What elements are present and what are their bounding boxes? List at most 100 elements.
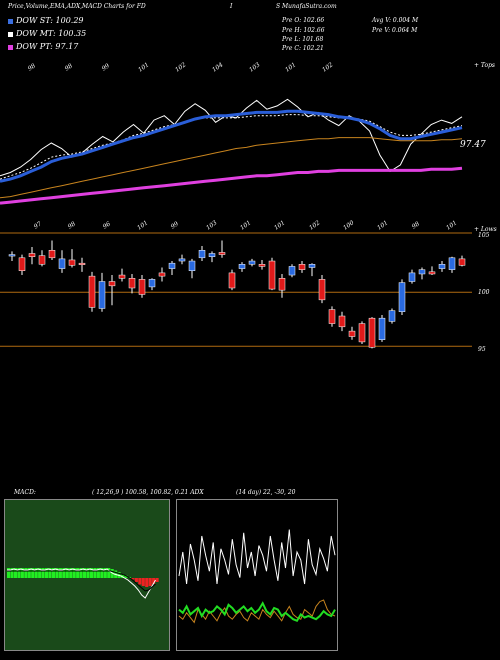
candle-body-33 [338,315,346,328]
legend-dow-pt-label: DOW PT: 97.17 [16,42,79,51]
candle-body-36 [368,317,376,348]
stat-avg-volume: Avg V: 0.004 M [372,17,419,24]
macd-bar-13 [51,568,56,578]
legend-swatch-st [8,18,13,24]
candle-body-25 [258,264,266,267]
candle-body-5 [58,258,66,269]
ema-last-value: 97.47 [460,140,486,150]
candle-body-37 [378,317,386,340]
candle-body-21 [218,252,226,255]
legend-dow-mt: DOW MT: 100.35 [8,29,86,38]
macd-bar-4 [20,568,24,578]
macd-bar-23 [86,568,90,578]
macd-bar-3 [17,568,21,578]
macd-bar-42 [152,578,156,584]
candle-body-0 [8,254,16,257]
macd-bar-43 [155,578,159,582]
candle-body-15 [158,272,166,277]
chart-header-separator: I [230,3,233,10]
candle-body-18 [188,260,196,271]
candle-ylabel-100: 100 [478,289,490,296]
legend-swatch-pt [8,44,13,50]
adx-series-line-2 [178,601,336,623]
candle-body-6 [68,259,76,266]
candle-body-29 [298,264,306,270]
macd-bar-20 [76,568,80,578]
stat-open: Pre O: 102.66 [282,17,325,24]
macd-bar-18 [69,568,73,578]
candle-body-20 [208,253,216,257]
candle-body-38 [388,310,396,322]
macd-bar-38 [138,578,142,585]
candle-body-28 [288,266,296,276]
macd-bar-5 [24,568,28,578]
macd-bar-15 [58,568,62,578]
candle-body-4 [48,250,56,259]
candle-body-44 [448,257,456,270]
ema-lows-label: + Lows [474,226,497,233]
candle-body-39 [398,282,406,312]
macd-params: ( 12,26,9 ) 100.58, 100.82, 0.21 ADX [92,489,204,496]
candle-body-42 [428,271,436,275]
candle-body-41 [418,269,426,275]
macd-bar-28 [103,568,107,578]
candle-body-32 [328,309,336,324]
macd-bar-25 [93,568,97,578]
macd-bar-2 [13,568,18,578]
candle-body-17 [178,258,186,262]
candle-body-43 [438,264,446,269]
candle-body-40 [408,272,416,282]
macd-bar-0 [7,568,11,578]
macd-bar-27 [100,568,104,578]
candle-body-16 [168,262,176,269]
macd-bar-9 [38,568,42,578]
macd-bar-14 [55,568,59,578]
stat-low: Pre L: 101.68 [282,36,324,43]
ema-series-line-2 [0,109,463,183]
macd-bar-12 [48,568,52,578]
candle-body-12 [128,278,136,289]
macd-bar-24 [89,568,94,578]
adx-panel [176,499,338,651]
macd-bar-26 [96,568,100,578]
macd-bar-16 [62,568,66,578]
candle-body-22 [228,272,236,289]
macd-line-1 [7,570,156,592]
macd-bar-30 [110,569,114,578]
legend-dow-mt-label: DOW MT: 100.35 [16,29,87,38]
macd-chart [7,568,159,599]
macd-line-0 [7,568,156,599]
chart-header-title: Price,Volume,EMA,ADX,MACD Charts for FD [8,3,146,10]
chart-header-site: S MunafaSutra.com [276,3,337,10]
macd-bar-11 [45,568,49,578]
candle-body-34 [348,330,356,337]
macd-bar-10 [41,568,45,578]
price-ema-chart [0,98,472,349]
candle-body-8 [88,275,96,308]
macd-bar-22 [83,568,87,578]
macd-bar-6 [27,568,31,578]
macd-bar-1 [10,568,14,578]
adx-series-line-0 [178,529,336,585]
macd-bar-29 [107,568,111,578]
candle-body-2 [28,253,36,257]
macd-bar-19 [72,568,76,578]
ema-tops-label: + Tops [474,62,496,69]
macd-bar-21 [79,568,83,578]
candle-body-27 [278,278,286,291]
macd-bar-8 [34,568,38,578]
macd-bar-17 [65,568,69,578]
ema-series-line-3 [0,137,463,199]
legend-dow-st-label: DOW ST: 100.29 [16,16,84,25]
adx-chart [178,529,336,624]
stat-high: Pre H: 102.66 [282,27,325,34]
legend-dow-st: DOW ST: 100.29 [8,16,84,25]
candle-body-24 [248,260,256,265]
macd-bar-39 [141,578,145,586]
macd-bar-7 [31,568,35,578]
adx-params: (14 day) 22, -30, 20 [236,489,296,496]
macd-bar-41 [148,578,152,586]
candle-body-11 [118,274,126,279]
candle-body-26 [268,260,276,290]
candle-ylabel-105: 105 [478,232,490,239]
